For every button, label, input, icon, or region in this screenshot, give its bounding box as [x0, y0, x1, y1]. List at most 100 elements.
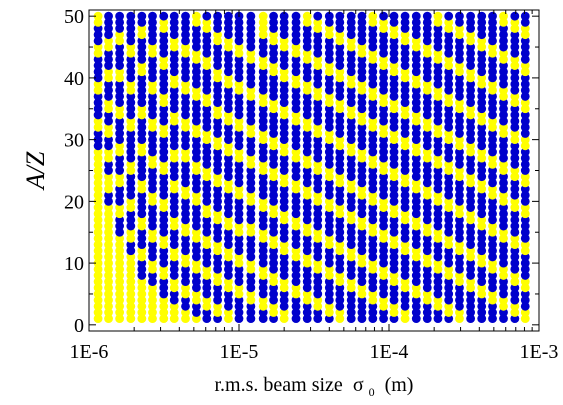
data-point-yellow	[368, 264, 378, 274]
data-point-blue	[313, 209, 323, 219]
data-point-blue	[346, 196, 356, 206]
data-point-yellow	[313, 92, 323, 101]
data-point-blue	[324, 11, 334, 21]
data-point-blue	[181, 129, 190, 138]
data-point-blue	[258, 178, 268, 188]
data-point-blue	[302, 271, 312, 280]
data-point-blue	[357, 36, 367, 46]
data-point-yellow	[115, 104, 125, 114]
data-point-yellow	[137, 141, 147, 151]
data-point-blue	[389, 258, 399, 268]
data-point-blue	[246, 277, 256, 287]
data-point-blue	[313, 203, 323, 212]
data-point-blue	[181, 271, 190, 280]
data-point-blue	[169, 135, 179, 145]
data-point-blue	[279, 221, 289, 231]
data-point-blue	[379, 116, 388, 126]
data-point-yellow	[389, 129, 399, 138]
data-point-blue	[455, 283, 464, 293]
data-point-blue	[411, 301, 421, 311]
data-point-yellow	[202, 129, 212, 138]
data-point-blue	[346, 54, 356, 64]
data-point-blue	[400, 54, 410, 64]
data-point-yellow	[346, 42, 356, 52]
data-point-blue	[455, 54, 464, 64]
data-point-blue	[258, 184, 268, 194]
y-tick-label: 50	[64, 6, 84, 28]
data-point-yellow	[104, 153, 113, 163]
data-point-yellow	[520, 30, 530, 40]
data-point-yellow	[279, 67, 289, 77]
data-point-yellow	[126, 79, 136, 89]
data-point-blue	[258, 153, 268, 163]
data-point-yellow	[499, 122, 508, 132]
data-point-blue	[335, 227, 345, 237]
data-point-blue	[258, 116, 268, 126]
data-point-blue	[159, 85, 169, 95]
data-point-yellow	[258, 54, 268, 64]
data-point-yellow	[202, 54, 212, 64]
data-point-blue	[368, 172, 378, 182]
data-point-blue	[291, 159, 301, 169]
data-point-yellow	[291, 252, 301, 262]
data-point-yellow	[93, 172, 103, 182]
data-point-blue	[137, 135, 147, 145]
data-point-blue	[520, 85, 530, 95]
data-point-yellow	[444, 240, 454, 249]
data-point-blue	[169, 209, 179, 219]
data-point-blue	[234, 129, 244, 138]
data-point-yellow	[224, 215, 233, 225]
data-point-yellow	[455, 67, 464, 77]
data-point-blue	[202, 289, 212, 299]
data-point-blue	[324, 48, 334, 58]
data-point-blue	[181, 135, 190, 145]
data-point-blue	[224, 166, 233, 175]
data-point-yellow	[169, 147, 179, 157]
data-point-blue	[126, 221, 136, 231]
data-point-blue	[400, 166, 410, 175]
data-point-yellow	[477, 110, 487, 120]
data-point-yellow	[234, 116, 244, 126]
data-point-yellow	[520, 308, 530, 317]
data-point-yellow	[115, 295, 125, 305]
data-point-yellow	[269, 61, 278, 70]
data-point-blue	[357, 227, 367, 237]
data-point-blue	[400, 295, 410, 305]
data-point-blue	[510, 36, 520, 46]
data-point-blue	[510, 73, 520, 83]
data-point-yellow	[324, 234, 334, 243]
data-point-blue	[302, 308, 312, 317]
data-point-yellow	[422, 153, 432, 163]
data-point-blue	[455, 153, 464, 163]
data-point-yellow	[444, 264, 454, 274]
data-point-yellow	[313, 190, 323, 200]
data-point-blue	[488, 141, 497, 151]
data-point-blue	[269, 289, 278, 299]
data-point-yellow	[389, 301, 399, 311]
data-point-yellow	[169, 184, 179, 194]
data-point-blue	[389, 73, 399, 83]
data-point-yellow	[126, 252, 136, 262]
data-point-blue	[411, 308, 421, 317]
data-point-yellow	[302, 159, 312, 169]
data-point-yellow	[115, 264, 125, 274]
data-point-blue	[510, 42, 520, 52]
data-point-blue	[368, 67, 378, 77]
data-point-yellow	[499, 159, 508, 169]
data-point-blue	[234, 67, 244, 77]
data-point-blue	[389, 153, 399, 163]
data-point-blue	[202, 110, 212, 120]
data-point-yellow	[169, 42, 179, 52]
data-point-yellow	[357, 147, 367, 157]
data-point-blue	[335, 190, 345, 200]
data-point-yellow	[335, 203, 345, 212]
data-point-blue	[324, 36, 334, 46]
x-tick-label: 1E-4	[370, 341, 409, 363]
data-point-blue	[346, 129, 356, 138]
data-point-blue	[148, 92, 157, 101]
data-point-blue	[159, 79, 169, 89]
data-point-blue	[510, 295, 520, 305]
data-point-blue	[115, 135, 125, 145]
data-point-blue	[422, 73, 432, 83]
